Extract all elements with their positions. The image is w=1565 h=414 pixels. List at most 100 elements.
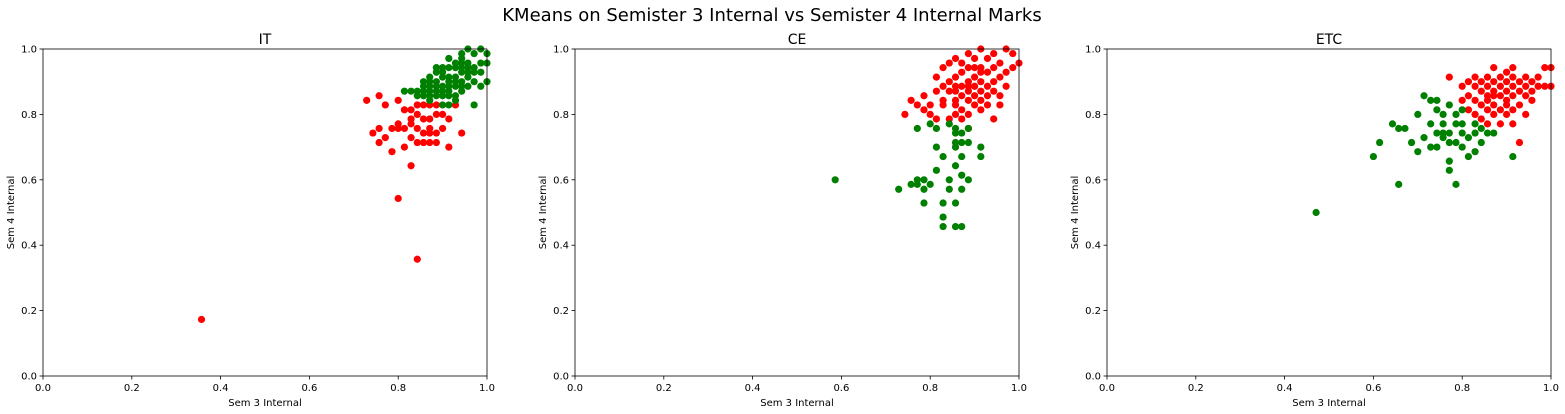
- data-point-etc-c1-37: [1477, 124, 1485, 133]
- data-point-ce-c0-60: [996, 101, 1004, 109]
- data-point-ce-c1-25: [951, 138, 960, 147]
- data-point-etc-c0-16: [1483, 73, 1492, 81]
- y-axis-label: Sem 4 Internal: [6, 176, 17, 250]
- data-point-ce-c1-4: [913, 180, 921, 188]
- data-point-ce-c0-70: [964, 82, 972, 90]
- y-tick-label: 0.6: [21, 175, 37, 186]
- data-point-it-c0-11: [388, 124, 396, 133]
- data-point-ce-c0-7: [932, 115, 941, 123]
- data-point-ce-c1-32: [964, 176, 972, 184]
- data-point-ce-c1-8: [920, 185, 928, 193]
- x-tick-label: 0.6: [1365, 383, 1381, 394]
- x-tick-label: 0.8: [922, 383, 938, 394]
- data-point-it-c0-22: [419, 129, 428, 137]
- data-point-ce-c1-33: [964, 138, 972, 147]
- x-axis-label: Sem 3 Internal: [228, 398, 302, 409]
- data-point-etc-c0-0: [1445, 73, 1453, 81]
- data-point-it-c1-32: [451, 59, 460, 67]
- data-point-etc-c0-36: [1509, 73, 1517, 81]
- x-tick-label: 0.6: [833, 383, 849, 394]
- data-point-ce-c1-19: [945, 176, 953, 184]
- data-point-ce-c1-34: [964, 124, 972, 133]
- subplot-etc: ETC 0.0 0.2 0.4 0.6 0.8 1.0 0.0 0.2 0.4 0.6 0.8 1.0…: [1070, 32, 1559, 409]
- data-point-ce-c0-22: [951, 110, 960, 118]
- data-point-ce-c1-1: [895, 185, 903, 193]
- axes-frame: [574, 48, 1020, 377]
- data-point-etc-c0-28: [1496, 120, 1504, 128]
- data-point-ce-c0-34: [964, 110, 972, 118]
- data-point-etc-c1-10: [1420, 92, 1428, 100]
- data-point-ce-c1-12: [932, 143, 941, 151]
- data-point-ce-c0-26: [958, 68, 966, 76]
- data-point-etc-c1-38: [1477, 138, 1485, 147]
- data-point-etc-c0-21: [1490, 64, 1498, 72]
- data-point-etc-c0-10: [1477, 87, 1485, 95]
- y-axis-label: Sem 4 Internal: [538, 176, 549, 250]
- y-tick-label: 0.2: [21, 306, 37, 317]
- data-point-it-c0-6: [375, 92, 383, 100]
- axes-frame: [42, 48, 488, 377]
- data-point-ce-c0-21: [951, 54, 960, 63]
- x-tick-label: 0.0: [1099, 383, 1115, 394]
- subplot-title: CE: [788, 32, 807, 48]
- data-point-it-c0-45: [407, 106, 415, 114]
- data-point-ce-c0-24: [958, 92, 966, 100]
- data-point-etc-c0-27: [1496, 106, 1504, 114]
- data-point-etc-c0-34: [1509, 82, 1517, 90]
- data-point-ce-c0-65: [1009, 49, 1017, 58]
- data-point-etc-c1-16: [1433, 129, 1441, 137]
- data-point-etc-c0-51: [1534, 82, 1542, 90]
- data-point-ce-c1-7: [920, 176, 928, 184]
- data-point-ce-c1-23: [951, 162, 960, 170]
- data-point-it-c1-64: [439, 64, 447, 72]
- data-point-ce-c0-1: [907, 96, 915, 104]
- data-point-etc-c1-31: [1458, 120, 1466, 128]
- x-tick-label: 0.4: [213, 383, 229, 394]
- y-tick-label: 1.0: [1085, 45, 1101, 56]
- data-point-etc-c0-29: [1503, 87, 1511, 95]
- data-point-ce-c0-52: [990, 87, 998, 95]
- data-point-it-c0-14: [400, 124, 409, 133]
- data-point-etc-c1-14: [1427, 143, 1435, 151]
- data-point-etc-c0-59: [1503, 101, 1511, 109]
- data-point-it-c0-10: [381, 134, 389, 142]
- data-point-it-c1-26: [445, 92, 453, 100]
- data-point-it-c0-39: [400, 106, 409, 114]
- data-point-it-c1-50: [477, 59, 485, 67]
- data-point-it-c0-31: [439, 110, 447, 118]
- data-point-etc-c1-3: [1388, 120, 1397, 128]
- data-point-it-c1-3: [413, 92, 421, 100]
- data-point-ce-c1-13: [932, 124, 941, 133]
- y-tick-label: 0.8: [21, 110, 37, 121]
- data-point-it-c0-3: [407, 162, 415, 170]
- data-point-etc-c1-40: [1490, 129, 1498, 137]
- data-point-etc-c0-12: [1477, 101, 1485, 109]
- data-point-etc-c1-6: [1401, 124, 1409, 133]
- data-point-etc-c1-4: [1395, 180, 1403, 188]
- data-point-etc-c0-11: [1477, 78, 1485, 86]
- data-point-etc-c0-7: [1471, 96, 1479, 104]
- data-point-etc-c0-47: [1522, 73, 1530, 81]
- x-tick-label: 0.8: [390, 383, 406, 394]
- data-point-etc-c1-22: [1445, 166, 1453, 174]
- x-tick-label: 1.0: [479, 383, 495, 394]
- data-point-etc-c0-40: [1515, 87, 1524, 95]
- y-tick-label: 0.0: [21, 372, 37, 383]
- data-point-it-c1-66: [470, 68, 478, 76]
- data-point-it-c0-1: [413, 255, 421, 263]
- data-point-ce-c0-58: [996, 73, 1004, 81]
- data-point-etc-c1-21: [1439, 110, 1447, 118]
- data-point-it-c0-4: [363, 96, 371, 104]
- data-point-ce-c0-61: [1002, 82, 1010, 90]
- x-tick-label: 1.0: [1543, 383, 1559, 394]
- data-point-it-c0-17: [407, 134, 415, 142]
- y-tick-label: 0.4: [21, 241, 37, 252]
- data-point-etc-c1-11: [1420, 134, 1428, 142]
- data-point-ce-c0-13: [939, 101, 947, 109]
- data-point-ce-c0-12: [939, 64, 947, 72]
- data-point-ce-c0-55: [990, 49, 998, 58]
- data-point-etc-c0-13: [1477, 115, 1485, 123]
- data-point-ce-c1-37: [958, 152, 966, 161]
- y-tick-label: 0.8: [1085, 110, 1101, 121]
- data-point-it-c0-8: [388, 148, 396, 156]
